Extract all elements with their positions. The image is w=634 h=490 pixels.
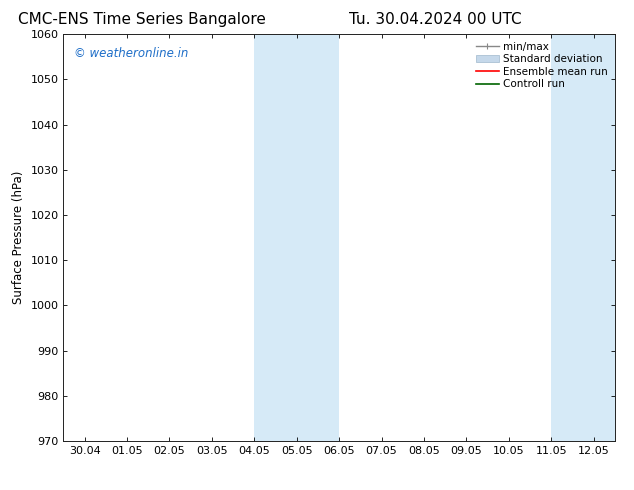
Y-axis label: Surface Pressure (hPa): Surface Pressure (hPa) xyxy=(12,171,25,304)
Bar xyxy=(297,34,339,441)
Text: © weatheronline.in: © weatheronline.in xyxy=(74,47,189,59)
Bar xyxy=(254,34,297,441)
Text: CMC-ENS Time Series Bangalore: CMC-ENS Time Series Bangalore xyxy=(18,12,266,27)
Text: Tu. 30.04.2024 00 UTC: Tu. 30.04.2024 00 UTC xyxy=(349,12,521,27)
Bar xyxy=(552,34,615,441)
Legend: min/max, Standard deviation, Ensemble mean run, Controll run: min/max, Standard deviation, Ensemble me… xyxy=(474,40,610,92)
